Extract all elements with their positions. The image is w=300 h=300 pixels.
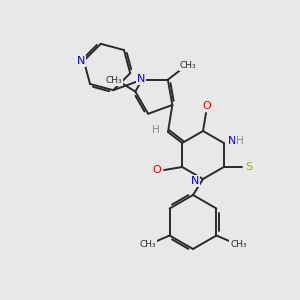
- Text: CH₃: CH₃: [179, 61, 196, 70]
- Text: N: N: [137, 74, 145, 84]
- Text: CH₃: CH₃: [139, 240, 156, 249]
- Text: H: H: [152, 125, 160, 135]
- Text: O: O: [202, 101, 211, 111]
- Text: N: N: [76, 56, 85, 66]
- Text: O: O: [153, 165, 162, 175]
- Text: N: N: [191, 176, 199, 186]
- Text: CH₃: CH₃: [106, 76, 123, 85]
- Text: CH₃: CH₃: [230, 240, 247, 249]
- Text: N: N: [228, 136, 236, 146]
- Text: H: H: [236, 136, 244, 146]
- Text: S: S: [245, 162, 252, 172]
